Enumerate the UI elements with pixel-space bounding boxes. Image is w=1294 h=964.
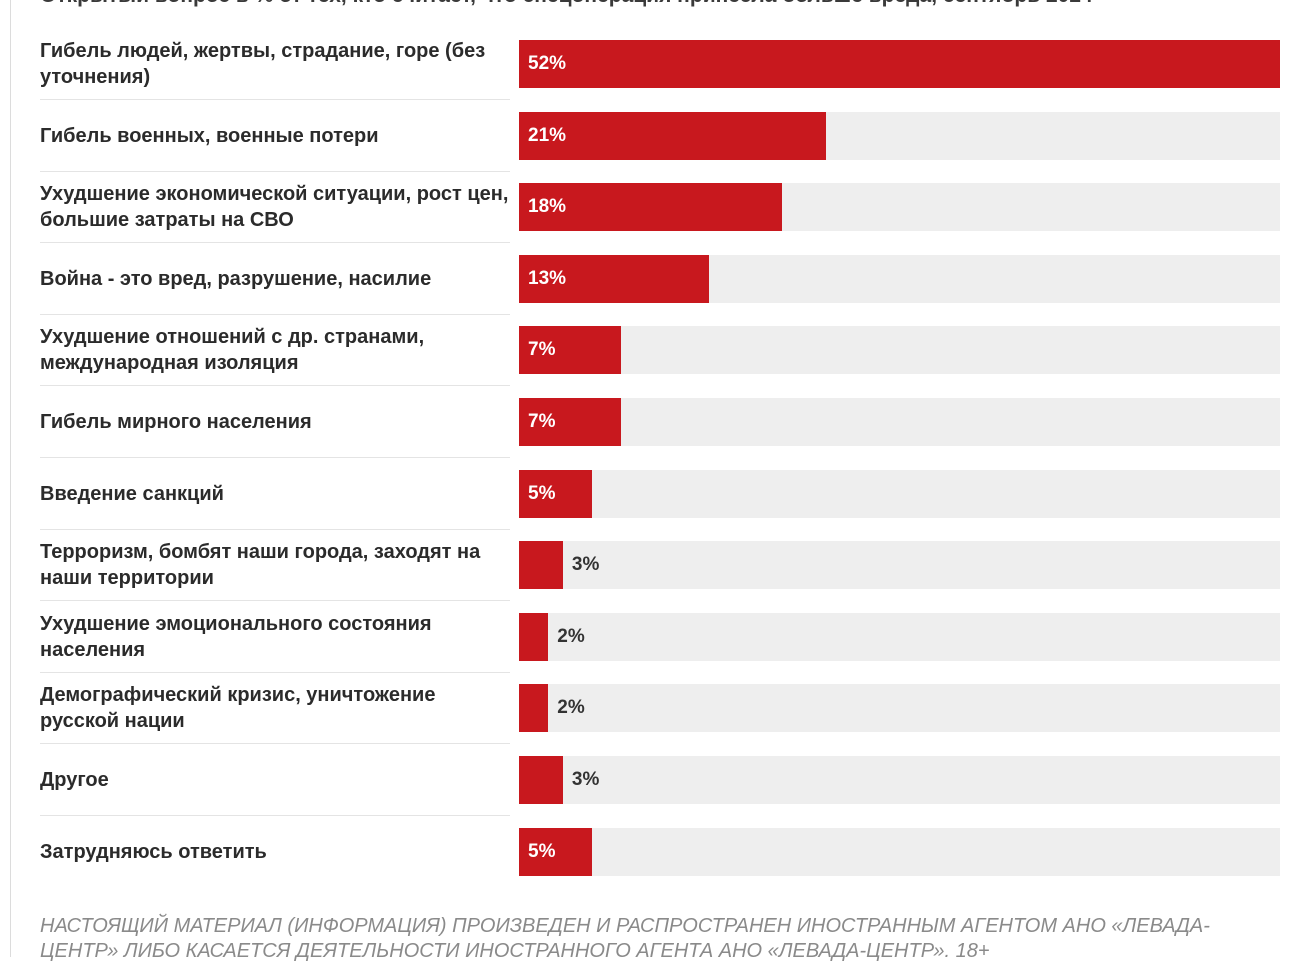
bar bbox=[519, 541, 563, 590]
bar bbox=[519, 111, 827, 160]
bar-track bbox=[519, 469, 1280, 518]
bar-track bbox=[519, 612, 1280, 661]
bar-value-label: 7% bbox=[528, 339, 556, 361]
bar-value-label: 21% bbox=[528, 124, 567, 146]
bar bbox=[519, 612, 549, 661]
row-separator bbox=[40, 99, 510, 100]
row-separator bbox=[40, 815, 510, 816]
bar bbox=[519, 326, 622, 375]
bar-value-label: 18% bbox=[528, 196, 567, 218]
bar-track bbox=[519, 684, 1280, 733]
row-separator bbox=[40, 457, 510, 458]
category-label: Ухудшение экономической ситуации, рост ц… bbox=[40, 183, 509, 232]
row-separator bbox=[40, 242, 510, 244]
bar bbox=[519, 183, 783, 232]
bar bbox=[519, 254, 710, 303]
category-label: Ухудшение отношений с др. странами, межд… bbox=[40, 326, 425, 375]
bar bbox=[519, 827, 593, 876]
bar-value-label: 7% bbox=[528, 411, 556, 432]
bar-value-label: 2% bbox=[557, 697, 585, 719]
bar bbox=[519, 684, 549, 733]
bar-value-label: 3% bbox=[571, 554, 600, 576]
bar bbox=[519, 469, 593, 518]
row-separator bbox=[40, 671, 510, 673]
bar-track bbox=[519, 398, 1280, 446]
category-label: Введение санкций bbox=[40, 482, 224, 505]
category-label: Гибель людей, жертвы, страдание, горе (б… bbox=[40, 40, 486, 88]
left-border-line bbox=[10, 0, 11, 957]
category-label: Затрудняюсь ответить bbox=[40, 840, 267, 863]
category-label: Война - это вред, разрушение, насилие bbox=[40, 267, 432, 290]
row-separator bbox=[40, 600, 510, 602]
row-separator bbox=[40, 170, 510, 172]
bar bbox=[519, 398, 622, 446]
bar-value-label: 52% bbox=[528, 53, 567, 74]
row-separator bbox=[40, 385, 510, 387]
bar-value-label: 5% bbox=[528, 482, 556, 504]
bar bbox=[519, 40, 1280, 88]
bar-value-label: 3% bbox=[571, 769, 600, 790]
row-separator bbox=[40, 528, 510, 530]
category-label: Терроризм, бомбят наши города, заходят н… bbox=[40, 541, 481, 590]
category-label: Другое bbox=[40, 769, 109, 791]
bar-value-label: 13% bbox=[528, 267, 567, 289]
chart-title: Открытый вопрос в % от тех, кто считает,… bbox=[40, 0, 1093, 8]
bar-value-label: 2% bbox=[557, 625, 585, 647]
bar-track bbox=[519, 756, 1280, 804]
category-label: Демографический кризис, уничтожение русс… bbox=[40, 684, 436, 733]
category-label: Гибель мирного населения bbox=[40, 411, 312, 433]
row-separator bbox=[40, 313, 510, 315]
bar bbox=[519, 756, 563, 804]
row-separator bbox=[40, 743, 510, 745]
category-label: Гибель военных, военные потери bbox=[40, 124, 379, 147]
bar-value-label: 5% bbox=[528, 840, 556, 862]
category-label: Ухудшение эмоционального состояния насел… bbox=[40, 612, 432, 661]
bar-track bbox=[519, 541, 1280, 590]
bar-track bbox=[519, 326, 1280, 375]
bar-track bbox=[519, 827, 1280, 876]
